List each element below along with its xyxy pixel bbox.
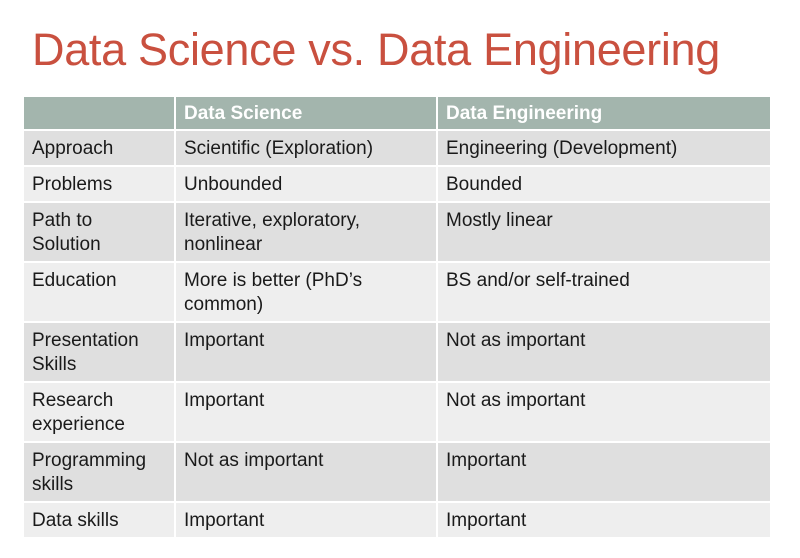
table-row: Approach Scientific (Exploration) Engine… [24,131,770,167]
table-row: Research experience Important Not as imp… [24,383,770,443]
data-science-cell: More is better (PhD’s common) [176,263,438,323]
data-science-cell: Unbounded [176,167,438,203]
data-science-cell: Iterative, exploratory, nonlinear [176,203,438,263]
data-engineering-cell: Engineering (Development) [438,131,770,167]
row-label: Path to Solution [24,203,176,263]
header-data-engineering: Data Engineering [438,97,770,131]
row-label: Data skills [24,503,176,539]
slide-title: Data Science vs. Data Engineering [32,24,720,75]
data-engineering-cell: BS and/or self-trained [438,263,770,323]
row-label: Research experience [24,383,176,443]
table-row: Presentation Skills Important Not as imp… [24,323,770,383]
table-header-row: Data Science Data Engineering [24,97,770,131]
data-engineering-cell: Important [438,443,770,503]
row-label: Programming skills [24,443,176,503]
data-science-cell: Not as important [176,443,438,503]
row-label: Problems [24,167,176,203]
table-row: Path to Solution Iterative, exploratory,… [24,203,770,263]
row-label: Presentation Skills [24,323,176,383]
header-data-science: Data Science [176,97,438,131]
data-engineering-cell: Mostly linear [438,203,770,263]
table-row: Programming skills Not as important Impo… [24,443,770,503]
table-row: Education More is better (PhD’s common) … [24,263,770,323]
table-row: Data skills Important Important [24,503,770,539]
header-empty-cell [24,97,176,131]
row-label: Approach [24,131,176,167]
data-science-cell: Important [176,383,438,443]
data-science-cell: Important [176,323,438,383]
data-engineering-cell: Important [438,503,770,539]
row-label: Education [24,263,176,323]
table-row: Problems Unbounded Bounded [24,167,770,203]
comparison-table: Data Science Data Engineering Approach S… [24,97,770,539]
data-science-cell: Scientific (Exploration) [176,131,438,167]
data-engineering-cell: Bounded [438,167,770,203]
data-science-cell: Important [176,503,438,539]
data-engineering-cell: Not as important [438,323,770,383]
data-engineering-cell: Not as important [438,383,770,443]
